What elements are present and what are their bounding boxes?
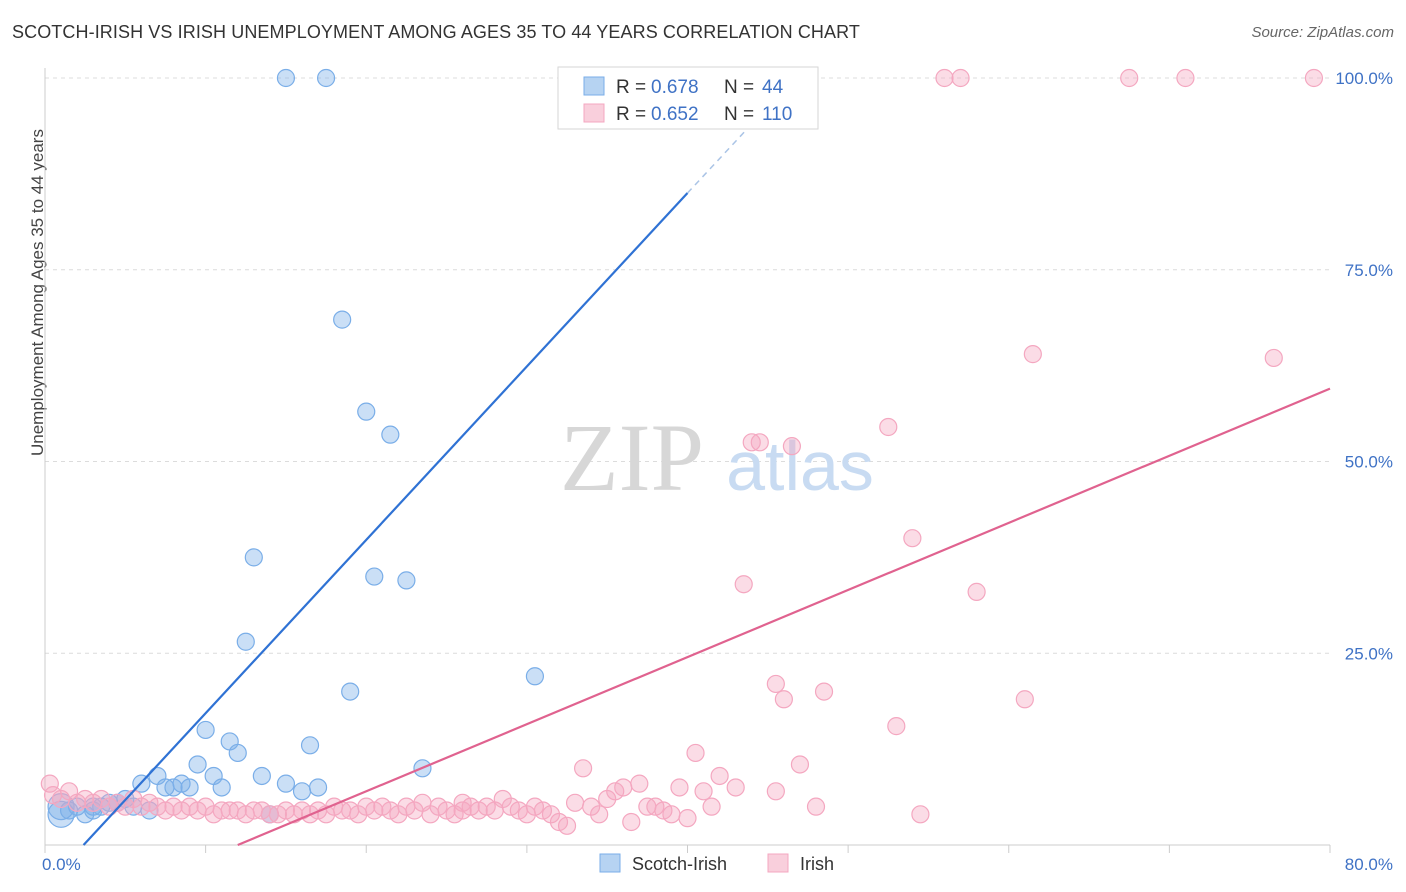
- irish-point: [662, 805, 681, 824]
- scotch-irish-point: [316, 68, 336, 88]
- x-tick-label: 80.0%: [1345, 855, 1393, 874]
- irish-point: [887, 717, 906, 736]
- irish-point: [678, 809, 697, 828]
- scotch-irish-trendline: [82, 192, 689, 846]
- irish-point: [1304, 68, 1324, 88]
- irish-point: [1264, 348, 1283, 368]
- bottom-legend: Scotch-Irish Irish: [599, 853, 834, 874]
- irish-point: [702, 797, 721, 816]
- irish-point: [686, 743, 705, 763]
- axes: [44, 68, 1331, 853]
- scotch-irish-point: [276, 774, 296, 793]
- irish-point: [782, 437, 802, 456]
- y-tick-label: 100.0%: [1335, 69, 1393, 88]
- irish-point: [40, 774, 59, 793]
- scotch-irish-point: [236, 632, 255, 651]
- irish-point: [1015, 690, 1034, 709]
- scotch-irish-point: [365, 567, 384, 586]
- irish-point: [967, 582, 986, 601]
- irish-point: [453, 793, 472, 812]
- bottom-legend-label: Irish: [800, 854, 834, 874]
- legend-n-label: N =: [724, 104, 754, 125]
- irish-point: [573, 759, 593, 778]
- y-tick-label: 50.0%: [1345, 453, 1393, 472]
- watermark: ZIP atlas: [560, 404, 874, 511]
- scotch-irish-point: [228, 743, 247, 763]
- legend-r-label: R =: [616, 104, 646, 125]
- legend-box: R = 0.678 N = 44 R = 0.652 N = 110: [557, 66, 819, 130]
- tick-labels: 25.0% 50.0% 75.0% 100.0% 0.0% 80.0%: [42, 69, 1393, 874]
- legend-n-value: 44: [762, 77, 784, 98]
- scotch-irish-trendline-extension: [686, 123, 753, 194]
- irish-point: [951, 68, 970, 88]
- irish-point: [557, 816, 577, 835]
- irish-point: [790, 755, 810, 774]
- scotch-irish-point: [341, 682, 360, 701]
- scotch-irish-point: [180, 778, 199, 797]
- irish-point: [935, 68, 954, 88]
- irish-point: [734, 575, 753, 594]
- scotch-irish-point: [397, 571, 416, 590]
- gridlines: [45, 77, 1330, 654]
- irish-point: [726, 778, 745, 797]
- irish-point: [814, 682, 834, 701]
- irish-point: [622, 812, 641, 832]
- scotch-irish-point: [333, 310, 352, 329]
- irish-point: [1120, 68, 1139, 88]
- scotch-irish-point: [292, 782, 312, 801]
- scotch-irish-point: [525, 667, 545, 686]
- irish-point: [774, 690, 793, 709]
- irish-point: [694, 782, 713, 801]
- irish-point: [806, 797, 826, 816]
- scotch-irish-point: [308, 778, 328, 797]
- irish-point: [1023, 345, 1042, 364]
- irish-point: [565, 793, 585, 812]
- trend-lines: [82, 123, 1331, 847]
- scotch-irish-point: [252, 766, 271, 786]
- scotch-irish-point: [276, 68, 296, 88]
- irish-point: [903, 529, 922, 548]
- chart-title: SCOTCH-IRISH VS IRISH UNEMPLOYMENT AMONG…: [12, 22, 860, 42]
- irish-trendline: [237, 387, 1331, 847]
- scotch-irish-point: [212, 778, 231, 797]
- legend-n-value: 110: [762, 104, 792, 125]
- legend-swatch: [583, 76, 605, 96]
- scotch-irish-point: [300, 736, 320, 755]
- watermark-atlas: atlas: [726, 427, 874, 505]
- y-tick-label: 75.0%: [1345, 261, 1393, 280]
- irish-point: [750, 433, 769, 452]
- scotch-irish-point: [357, 402, 376, 421]
- irish-point: [670, 778, 689, 797]
- irish-point: [766, 674, 785, 694]
- x-tick-label: 0.0%: [42, 855, 81, 874]
- y-tick-label: 25.0%: [1345, 644, 1393, 663]
- irish-point: [590, 805, 609, 824]
- scotch-irish-point: [244, 548, 263, 567]
- watermark-zip: ZIP: [560, 404, 704, 511]
- scotch-irish-point: [188, 755, 207, 774]
- legend-r-value: 0.652: [651, 104, 699, 125]
- source-label: Source: ZipAtlas.com: [1251, 24, 1394, 41]
- scotch-irish-point: [196, 720, 215, 740]
- bottom-legend-swatch: [599, 853, 621, 873]
- legend-n-label: N =: [724, 77, 754, 98]
- irish-point: [766, 782, 785, 801]
- irish-point: [911, 805, 930, 824]
- legend-r-value: 0.678: [651, 77, 699, 98]
- irish-point: [630, 774, 649, 793]
- irish-point: [1176, 68, 1195, 88]
- irish-point: [614, 778, 633, 797]
- bottom-legend-swatch: [767, 853, 789, 873]
- scotch-irish-point: [381, 425, 400, 444]
- legend-r-label: R =: [616, 77, 646, 98]
- irish-point: [710, 766, 729, 786]
- bottom-legend-label: Scotch-Irish: [632, 854, 727, 874]
- irish-point: [879, 417, 898, 437]
- legend-swatch: [583, 103, 605, 123]
